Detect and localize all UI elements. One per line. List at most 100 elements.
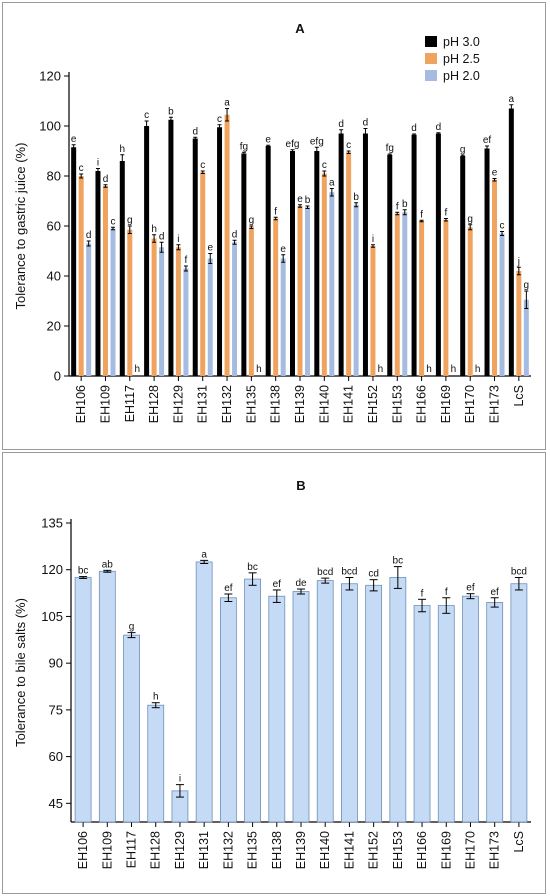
- significance-label: a: [329, 178, 335, 189]
- x-tick-label: EH106: [74, 385, 88, 423]
- bar: [168, 119, 174, 376]
- y-tick-label: 60: [49, 749, 63, 764]
- y-tick-label: 60: [47, 219, 61, 234]
- bar: [280, 258, 286, 376]
- significance-label: bcd: [317, 567, 333, 578]
- bar: [338, 133, 344, 376]
- y-tick-label: 20: [47, 319, 61, 334]
- bar: [123, 634, 140, 823]
- x-tick-label: EH128: [147, 385, 161, 423]
- significance-label: h: [475, 364, 481, 375]
- bar: [314, 151, 320, 376]
- significance-label: f: [274, 206, 277, 217]
- significance-label: bc: [393, 556, 404, 567]
- x-tick-label: EH141: [342, 385, 356, 423]
- x-tick-label: EH139: [294, 831, 308, 869]
- significance-label: d: [192, 126, 198, 137]
- bar: [74, 577, 92, 823]
- chart-panel-b: B Tolerance to bile salts (%) 45 60 75 90 105 1…: [2, 452, 546, 894]
- y-tick-label: 75: [49, 702, 63, 717]
- significance-label: ab: [102, 559, 114, 570]
- significance-label: g: [249, 215, 255, 226]
- bar: [510, 583, 528, 823]
- bar: [411, 134, 417, 376]
- significance-label: d: [103, 174, 109, 185]
- bar: [499, 233, 505, 376]
- significance-label: f: [445, 587, 448, 598]
- bar: [159, 247, 165, 376]
- y-tick-label: 40: [47, 269, 61, 284]
- significance-label: b: [168, 106, 174, 117]
- significance-label: d: [159, 231, 165, 242]
- significance-label: c: [500, 221, 505, 232]
- bar: [95, 171, 101, 376]
- y-tick-label: 45: [49, 796, 63, 811]
- x-tick-label: EH138: [270, 831, 284, 869]
- legend-label: pH 2.0: [443, 69, 480, 83]
- significance-label: i: [97, 158, 99, 169]
- bar: [102, 186, 108, 376]
- significance-label: g: [129, 622, 135, 633]
- x-tick-label: EH170: [463, 831, 477, 869]
- y-tick-label: 105: [41, 609, 63, 624]
- x-tick-label: EH141: [342, 831, 356, 869]
- bar: [346, 152, 352, 376]
- significance-label: f: [445, 208, 448, 219]
- y-tick-label: 120: [41, 562, 63, 577]
- bar: [387, 154, 393, 376]
- significance-label: c: [110, 216, 115, 227]
- bar: [232, 242, 238, 376]
- significance-label: g: [467, 214, 473, 225]
- bar: [110, 228, 116, 376]
- bar: [273, 218, 279, 376]
- gastric-juice-chart: A Tolerance to gastric juice (%) 0 20 40 60 80…: [13, 21, 531, 423]
- bar: [224, 114, 230, 376]
- significance-label: h: [451, 364, 457, 375]
- bar: [200, 172, 206, 376]
- significance-label: c: [322, 160, 327, 171]
- chart-panel-a: A Tolerance to gastric juice (%) 0 20 40 60 80…: [2, 2, 546, 450]
- significance-label: c: [200, 160, 205, 171]
- bile-salts-chart: B Tolerance to bile salts (%) 45 60 75 90 105 1…: [13, 478, 531, 869]
- significance-label: ef: [491, 587, 500, 598]
- significance-label: efg: [310, 136, 324, 147]
- bar: [523, 299, 529, 376]
- x-tick-label: EH106: [76, 831, 90, 869]
- y-axis-label: Tolerance to gastric juice (%): [13, 143, 28, 310]
- bar: [244, 578, 261, 823]
- significance-label: f: [185, 255, 188, 266]
- bar: [151, 238, 157, 376]
- significance-label: ef: [483, 135, 492, 146]
- bar: [329, 192, 335, 376]
- bar: [419, 221, 425, 376]
- significance-label: e: [297, 194, 303, 205]
- significance-label: h: [151, 224, 157, 235]
- significance-label: e: [492, 168, 498, 179]
- x-tick-label: EH132: [221, 831, 235, 869]
- x-tick-label: EH170: [463, 385, 477, 423]
- significance-label: ef: [273, 579, 282, 590]
- significance-label: bcd: [341, 567, 357, 578]
- y-tick-label: 100: [39, 119, 61, 134]
- significance-label: ef: [224, 583, 233, 594]
- x-tick-label: EH152: [367, 831, 381, 869]
- bar: [321, 173, 327, 376]
- significance-label: b: [305, 195, 311, 206]
- x-tick-label: EH173: [488, 385, 502, 423]
- bar: [292, 591, 310, 823]
- bar: [297, 206, 303, 376]
- x-tick-label: EH132: [220, 385, 234, 423]
- bar: [119, 161, 125, 376]
- significance-label: d: [86, 230, 92, 241]
- significance-label: i: [177, 234, 179, 245]
- x-tick-label: EH169: [439, 385, 453, 423]
- significance-label: de: [295, 578, 307, 589]
- bar: [305, 207, 310, 376]
- bar: [370, 246, 376, 376]
- bar: [241, 153, 247, 376]
- bar: [435, 133, 441, 376]
- x-tick-label: EH109: [100, 831, 114, 869]
- bar: [217, 127, 223, 376]
- y-tick-label: 0: [54, 369, 61, 384]
- bar: [175, 247, 181, 376]
